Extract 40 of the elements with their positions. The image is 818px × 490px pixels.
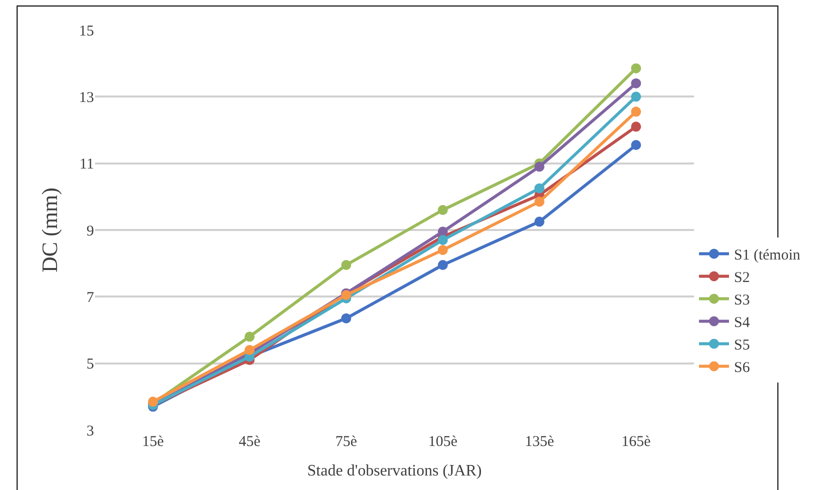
point <box>631 78 642 88</box>
point <box>244 332 255 342</box>
x-tick-label: 75è <box>335 434 358 450</box>
x-tick-label: 15è <box>142 434 164 450</box>
point <box>534 196 544 207</box>
x-tick-label: 105è <box>428 434 458 450</box>
point <box>631 122 642 132</box>
x-axis-title: Stade d'observations (JAR) <box>307 462 482 480</box>
y-tick-label: 5 <box>86 356 94 373</box>
y-tick-label: 7 <box>86 290 94 306</box>
legend-label: S3 <box>734 292 750 309</box>
y-tick-label: 13 <box>79 90 94 106</box>
y-tick-label: 15 <box>79 23 94 40</box>
point <box>244 345 255 355</box>
point <box>534 216 544 227</box>
point <box>631 92 642 102</box>
point <box>631 106 642 117</box>
point <box>534 162 544 172</box>
x-tick-label: 135è <box>524 434 554 450</box>
legend-label: S4 <box>734 315 750 332</box>
legend-label: S1 (témoin <box>734 248 801 264</box>
x-tick-label: 45è <box>238 434 261 450</box>
point <box>438 205 448 215</box>
point <box>341 313 352 324</box>
legend-label: S6 <box>734 360 750 376</box>
y-tick-label: 9 <box>86 223 94 240</box>
x-tick-label: 165è <box>621 434 651 450</box>
point <box>438 260 448 270</box>
y-tick-label: 3 <box>86 423 94 440</box>
point <box>438 235 448 245</box>
legend-label: S2 <box>734 270 750 286</box>
point <box>341 260 352 270</box>
point <box>534 183 544 194</box>
y-tick-label: 11 <box>80 156 94 173</box>
point <box>438 245 448 255</box>
point <box>438 226 448 237</box>
y-axis-title: DC (mm) <box>36 188 62 272</box>
legend-label: S5 <box>734 338 750 354</box>
point <box>631 140 642 150</box>
point <box>631 63 642 74</box>
